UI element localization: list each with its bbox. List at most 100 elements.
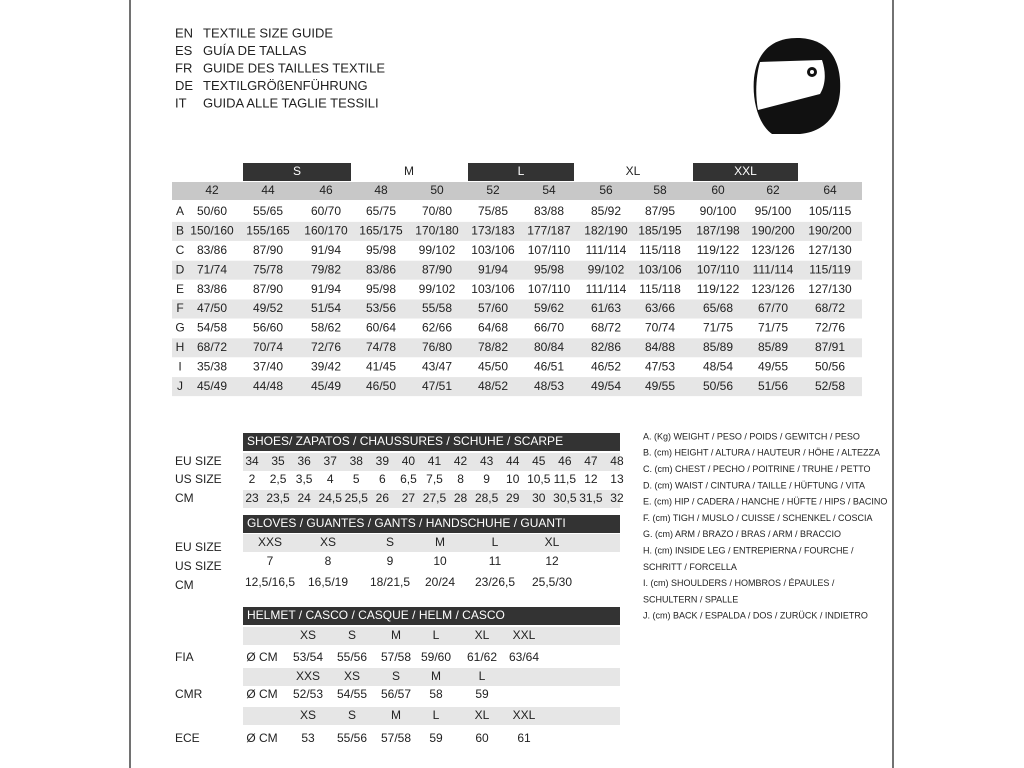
cell: 4: [327, 472, 334, 486]
language-title: TEXTILGRÖßENFÜHRUNG: [203, 78, 368, 93]
section-title: HELMET / CASCO / CASQUE / HELM / CASCO: [247, 608, 505, 622]
cell: 27: [402, 491, 416, 505]
cell: 63/64: [509, 650, 539, 664]
cell: 44/48: [253, 379, 283, 393]
cell: 48/52: [478, 379, 508, 393]
cell: 53/56: [366, 301, 396, 315]
legend-line: F. (cm) TIGH / MUSLO / CUISSE / SCHENKEL…: [643, 513, 873, 523]
cell: 190/200: [808, 224, 852, 238]
helmet-size: L: [479, 669, 486, 683]
cell: 49/55: [645, 379, 675, 393]
size-number: 44: [261, 183, 275, 197]
cell: 46: [558, 454, 572, 468]
cell: 85/89: [703, 340, 733, 354]
cell: 47/50: [197, 301, 227, 315]
cell: 47/51: [422, 379, 452, 393]
cell: 85/89: [758, 340, 788, 354]
size-number: 42: [205, 183, 219, 197]
cell: 99/102: [419, 243, 456, 257]
cell: 55/56: [337, 650, 367, 664]
cell: 58: [429, 687, 443, 701]
cell: 10,5: [527, 472, 551, 486]
cell: M: [435, 535, 445, 549]
cell: 123/126: [751, 282, 795, 296]
cell: 87/91: [815, 340, 845, 354]
cell: 10: [433, 554, 447, 568]
cell: 127/130: [808, 282, 852, 296]
cell: 91/94: [478, 262, 508, 276]
size-number: 56: [599, 183, 613, 197]
helmet-size: XXL: [513, 628, 536, 642]
section-header: [243, 433, 620, 451]
row-label: E: [176, 282, 184, 296]
cell: 57/58: [381, 731, 411, 745]
legend-line: E. (cm) HIP / CADERA / HANCHE / HÜFTE / …: [643, 497, 887, 507]
cell: 83/86: [197, 282, 227, 296]
cell: 37/40: [253, 359, 283, 373]
cell: 24,5: [319, 491, 343, 505]
row-label: D: [176, 262, 185, 276]
cell: 111/114: [586, 282, 627, 296]
cell: 26: [376, 491, 390, 505]
cell: 10: [506, 472, 520, 486]
cell: 50/56: [815, 359, 845, 373]
row-label: CM: [175, 578, 194, 592]
unit: Ø CM: [246, 687, 277, 701]
cell: 6,5: [400, 472, 417, 486]
size-group: S: [293, 164, 301, 178]
cell: 2: [249, 472, 256, 486]
row-label: C: [176, 243, 185, 257]
helmet-size: XS: [300, 708, 316, 722]
language-title: GUIDE DES TAILLES TEXTILE: [203, 60, 385, 75]
size-group-bar: [243, 163, 351, 181]
row-label: I: [178, 359, 181, 373]
helmet-size: XS: [344, 669, 360, 683]
size-number: 54: [542, 183, 556, 197]
cell: 54/55: [337, 687, 367, 701]
size-group: L: [518, 164, 525, 178]
cell: 95/100: [755, 204, 792, 218]
cell: 70/74: [645, 321, 675, 335]
row-stripe: [243, 453, 620, 471]
cell: 57/60: [478, 301, 508, 315]
cell: 115/118: [639, 282, 681, 296]
cell: 160/170: [304, 224, 348, 238]
helmet-size: XXS: [296, 669, 320, 683]
row-label: CM: [175, 491, 194, 505]
helmet-size: M: [391, 708, 401, 722]
cell: 12: [584, 472, 598, 486]
row-label: US SIZE: [175, 472, 222, 486]
cell: 49/54: [591, 379, 621, 393]
cell: 90/100: [700, 204, 737, 218]
cell: 36: [297, 454, 311, 468]
cell: 53/54: [293, 650, 323, 664]
cell: 95/98: [366, 243, 396, 257]
cell: 60: [475, 731, 489, 745]
cell: 103/106: [471, 282, 515, 296]
helmet-size: S: [392, 669, 400, 683]
language-code: DE: [175, 78, 193, 93]
size-number: 52: [486, 183, 500, 197]
cell: 46/52: [591, 359, 621, 373]
row-stripe: [172, 299, 862, 319]
cell: 45: [532, 454, 546, 468]
cell: 99/102: [419, 282, 456, 296]
cell: 25,5: [345, 491, 369, 505]
helmet-size: XS: [300, 628, 316, 642]
cell: 79/82: [311, 262, 341, 276]
cell: 71/74: [197, 262, 227, 276]
cell: 187/198: [696, 224, 740, 238]
cell: 49/55: [758, 359, 788, 373]
helmet-size: S: [348, 708, 356, 722]
cell: 59/60: [421, 650, 451, 664]
cell: 25,5/30: [532, 575, 572, 589]
cell: 91/94: [311, 282, 341, 296]
cell: 71/75: [703, 321, 733, 335]
cell: 16,5/19: [308, 575, 348, 589]
cell: 51/56: [758, 379, 788, 393]
cell: 39/42: [311, 359, 341, 373]
cell: 68/72: [815, 301, 845, 315]
cell: 18/21,5: [370, 575, 410, 589]
cell: 60/70: [311, 204, 341, 218]
size-number: 64: [823, 183, 837, 197]
